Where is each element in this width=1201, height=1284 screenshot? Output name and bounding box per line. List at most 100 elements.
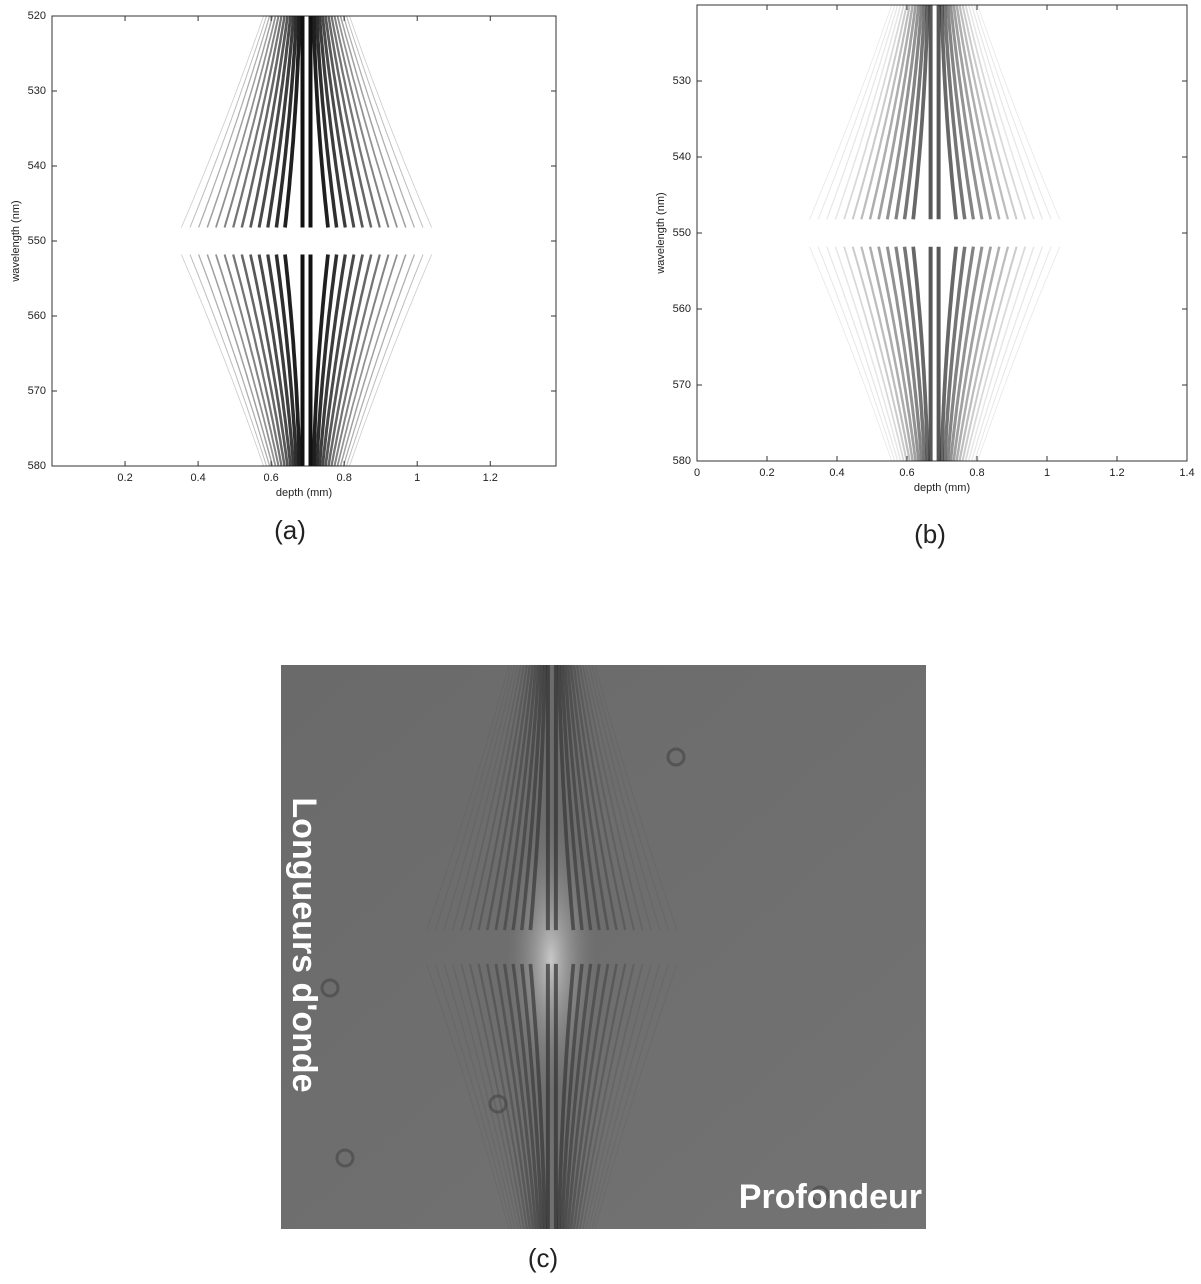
fringe: [511, 664, 541, 931]
fringe: [851, 4, 908, 220]
fringe: [958, 4, 1010, 220]
fringe: [528, 963, 547, 1230]
fringe: [566, 963, 601, 1230]
fringe: [189, 15, 267, 228]
fringe: [952, 4, 993, 220]
fringe: [809, 246, 892, 462]
fringe: [575, 963, 627, 1230]
x-tick-label: 0.2: [759, 467, 774, 479]
dust-ring: [666, 747, 686, 767]
fringe: [485, 963, 532, 1230]
fringe: [843, 4, 905, 220]
y-tick-label: 540: [28, 160, 46, 172]
fringe: [594, 963, 678, 1230]
fringe: [939, 246, 958, 462]
fringe: [868, 4, 914, 220]
fringe: [588, 664, 661, 931]
fringe: [206, 254, 274, 467]
fringe: [330, 15, 381, 228]
x-tick-label: 0.2: [117, 472, 132, 484]
fringe: [578, 664, 635, 931]
fringe: [249, 254, 289, 467]
fringe: [977, 246, 1061, 462]
x-tick-label: 0.8: [337, 472, 352, 484]
fringe: [426, 664, 510, 931]
fringe: [894, 246, 924, 462]
x-tick-label: 1.4: [1179, 467, 1194, 479]
y-tick-label: 530: [28, 85, 46, 97]
fringe: [585, 963, 652, 1230]
fringe: [443, 664, 516, 931]
fringe: [257, 254, 292, 467]
y-tick-label: 560: [28, 310, 46, 322]
y-tick-label: 550: [673, 227, 691, 239]
x-label: Profondeur: [739, 1178, 922, 1216]
fringe: [911, 4, 930, 220]
fringe: [877, 4, 917, 220]
fringe: [494, 664, 535, 931]
fringe: [952, 246, 993, 462]
fringe: [582, 963, 644, 1230]
y-tick-label: 580: [673, 455, 691, 467]
x-tick-label: 0.8: [969, 467, 984, 479]
fringe: [945, 246, 976, 462]
fringe: [834, 246, 902, 462]
fringe: [566, 664, 601, 931]
fringe: [843, 246, 905, 462]
fringe: [342, 254, 415, 467]
fringe: [311, 15, 330, 228]
fringe: [557, 664, 576, 931]
fringe: [902, 4, 927, 220]
x-tick-label: 1: [1044, 467, 1050, 479]
fringe: [206, 15, 274, 228]
dust-ring: [810, 1185, 830, 1205]
fringe: [911, 246, 930, 462]
fringe: [434, 963, 513, 1230]
fringe: [215, 254, 277, 467]
fringe: [964, 4, 1027, 220]
fringe: [961, 246, 1018, 462]
y-tick-label: 580: [28, 460, 46, 472]
x-tick-label: 0.4: [829, 467, 844, 479]
fringe: [967, 246, 1035, 462]
fringe: [451, 664, 519, 931]
caption: (c): [528, 1243, 558, 1273]
fringe: [817, 4, 896, 220]
fringe: [520, 963, 544, 1230]
fringe: [451, 963, 519, 1230]
dust-ring: [335, 1148, 355, 1168]
fringe: [582, 664, 644, 931]
fringe: [942, 4, 967, 220]
fringe: [336, 254, 398, 467]
fringe: [958, 246, 1010, 462]
fringe: [349, 15, 433, 228]
fringe: [939, 4, 958, 220]
fringe: [591, 963, 669, 1230]
x-tick-label: 1.2: [483, 472, 498, 484]
fringe: [809, 4, 892, 220]
fringe: [198, 15, 271, 228]
plot-area: [696, 4, 1188, 462]
fringe: [266, 15, 296, 228]
fringe: [274, 254, 299, 467]
fringe: [967, 4, 1035, 220]
fringe: [460, 664, 522, 931]
fringe: [317, 15, 347, 228]
fringe: [826, 246, 899, 462]
fringe: [223, 15, 280, 228]
fringe: [181, 254, 264, 467]
fringe: [327, 15, 373, 228]
fringe: [314, 254, 339, 467]
y-tick-label: 520: [28, 10, 46, 22]
fringe: [283, 15, 302, 228]
x-tick-label: 0.6: [899, 467, 914, 479]
y-label: Longueurs d'onde: [285, 797, 323, 1092]
fringe: [945, 4, 976, 220]
caption: (a): [274, 515, 306, 545]
fringe: [346, 15, 424, 228]
fringe: [274, 15, 299, 228]
fringe: [942, 246, 967, 462]
fringe: [826, 4, 899, 220]
fringe: [974, 4, 1052, 220]
